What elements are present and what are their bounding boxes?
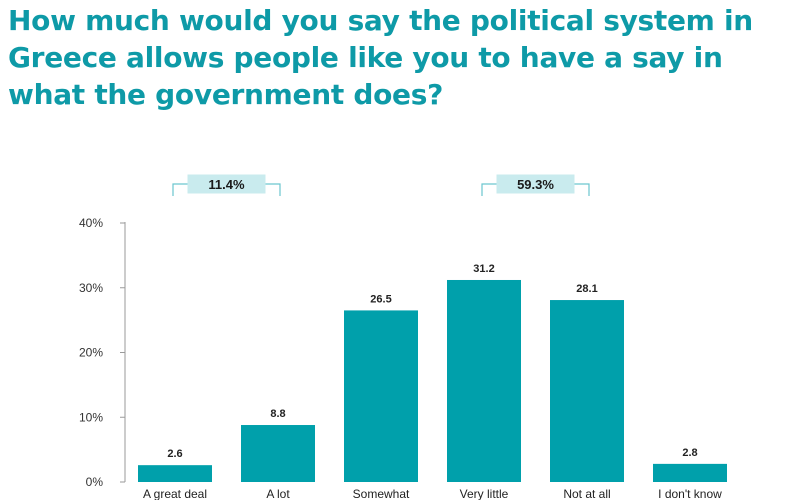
group-total-badge (187, 174, 266, 194)
bar (653, 463, 727, 482)
y-tick-label: 10% (79, 410, 103, 424)
x-tick-label: Very little (460, 487, 509, 500)
chart-title: How much would you say the political sys… (8, 4, 753, 111)
group-total-badge (496, 174, 575, 194)
y-axis: 0% 10% 20% 30% 40% (79, 216, 126, 489)
bar (447, 279, 521, 482)
group-total-label: 59.3% (517, 177, 554, 192)
x-tick-label: Not at all (563, 487, 610, 500)
bar-value-label: 2.6 (167, 448, 182, 460)
bar-value-label: 31.2 (473, 263, 494, 275)
bars: 2.6 A great deal 8.8 A lot 26.5 Somewhat 31.2 V… (138, 263, 727, 500)
bar (138, 465, 212, 482)
x-tick-label: I don't know (658, 487, 722, 500)
bar-value-label: 26.5 (370, 293, 391, 305)
x-tick-label: Somewhat (353, 487, 410, 500)
y-tick-label: 0% (86, 475, 104, 489)
x-tick-label: A lot (266, 487, 290, 500)
group-total-label: 11.4% (208, 177, 245, 192)
y-tick-label: 30% (79, 281, 103, 295)
y-tick-label: 40% (79, 216, 103, 230)
group-brackets: 11.4% 59.3% (172, 174, 590, 196)
bar-value-label: 2.8 (682, 447, 697, 459)
bar (344, 310, 418, 482)
bar (550, 300, 624, 482)
bar-value-label: 28.1 (576, 283, 597, 295)
bar-value-label: 8.8 (270, 408, 285, 420)
x-tick-label: A great deal (143, 487, 207, 500)
bar (241, 425, 315, 482)
y-tick-label: 20% (79, 346, 103, 360)
